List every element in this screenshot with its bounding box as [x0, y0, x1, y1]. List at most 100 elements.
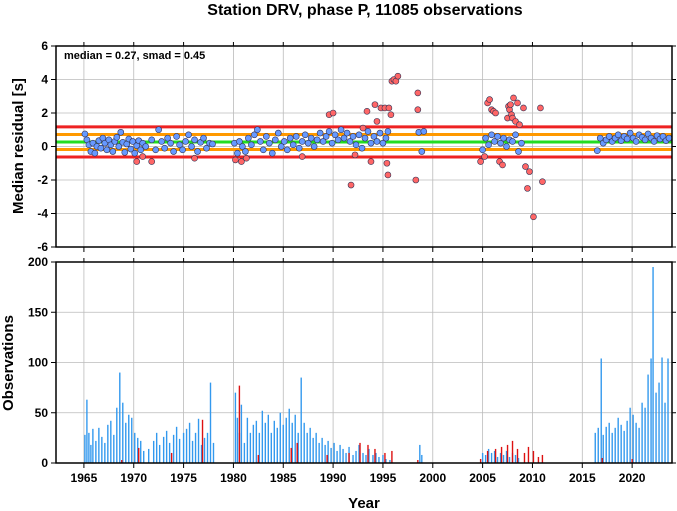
residual-point [113, 133, 121, 141]
residual-point [234, 149, 241, 157]
residual-point [373, 138, 381, 145]
residual-axis-ticks: -6 -4 -2 0 2 4 6 [37, 39, 676, 254]
y-tick-label: 150 [28, 305, 48, 319]
outlier-point [522, 163, 529, 170]
outlier-point [191, 154, 198, 162]
residual-reference-lines [56, 125, 672, 159]
x-tick-label: 1990 [320, 471, 347, 485]
outlier-point [481, 153, 488, 160]
residual-points [81, 72, 673, 221]
outlier-point [351, 151, 359, 159]
observations-y-axis-label: Observations [0, 315, 17, 411]
residual-point [497, 139, 504, 147]
residual-point [148, 136, 155, 144]
x-axis-label: Year [348, 495, 380, 511]
outlier-point [510, 94, 517, 102]
residual-point [97, 144, 105, 152]
residual-point [155, 126, 162, 134]
residual-point [236, 138, 243, 145]
residual-point [286, 134, 294, 142]
residual-point [158, 138, 165, 145]
residual-point [518, 139, 525, 147]
residual-point [364, 128, 372, 135]
outlier-point [371, 101, 379, 108]
outlier-point [367, 158, 375, 165]
residual-point [260, 146, 267, 154]
residual-point [614, 131, 622, 139]
y-tick-label: -2 [37, 173, 48, 187]
residual-point [142, 143, 150, 150]
residual-point [343, 129, 351, 137]
residual-point [115, 143, 123, 150]
residual-point [382, 134, 390, 142]
residual-point [91, 149, 99, 157]
outlier-point [373, 118, 381, 125]
residual-point [593, 147, 601, 154]
residual-point [167, 139, 174, 147]
outlier-point [492, 109, 499, 117]
residual-point [185, 131, 192, 139]
residual-point [263, 133, 270, 140]
residual-point [179, 146, 186, 154]
outlier-point [383, 159, 391, 167]
residual-y-axis-label: Median residual [s] [10, 78, 27, 214]
residual-point [209, 140, 216, 148]
residual-point [482, 134, 489, 142]
residual-point [509, 138, 516, 145]
residual-point [420, 128, 428, 135]
residual-point [242, 148, 249, 155]
residual-point [239, 143, 246, 150]
residual-point [164, 134, 171, 142]
outlier-point [526, 168, 533, 175]
outlier-point [243, 154, 250, 162]
residual-point [301, 131, 309, 139]
residual-point [194, 148, 201, 155]
outlier-point [537, 104, 544, 112]
residual-point [328, 139, 336, 147]
residual-point [152, 146, 159, 154]
residual-point [298, 138, 306, 145]
residual-point [623, 135, 631, 143]
x-tick-label: 1965 [71, 471, 98, 485]
residual-point [203, 144, 210, 152]
y-tick-label: 100 [28, 356, 48, 370]
residual-point [191, 136, 198, 144]
outlier-point [384, 171, 392, 179]
residual-point [292, 133, 300, 140]
outlier-point [524, 185, 531, 192]
y-tick-label: 200 [28, 255, 48, 269]
residual-point [479, 146, 486, 154]
residual-point [491, 138, 498, 145]
residual-point [274, 129, 282, 137]
residual-point [304, 139, 312, 147]
outlier-point [539, 178, 546, 185]
x-tick-label: 2020 [619, 471, 646, 485]
outlier-point [486, 96, 493, 103]
outlier-point [499, 161, 506, 169]
residual-point [316, 129, 324, 137]
residual-point [334, 136, 342, 144]
observations-bars [84, 267, 669, 463]
outlier-point [414, 89, 422, 97]
outlier-point [516, 121, 523, 129]
y-tick-label: 0 [41, 140, 48, 154]
x-tick-label: 1995 [370, 471, 397, 485]
residual-point [340, 134, 348, 142]
y-tick-label: -4 [37, 207, 48, 221]
residual-point [121, 149, 129, 156]
outlier-point [412, 176, 420, 184]
outlier-point [530, 213, 537, 221]
outlier-point [329, 109, 337, 117]
residual-point [271, 136, 279, 144]
residual-point [103, 146, 111, 154]
residual-point [170, 148, 177, 155]
residual-point [109, 148, 117, 155]
y-tick-label: 6 [41, 39, 48, 53]
outlier-point [298, 153, 306, 160]
residual-point [182, 138, 189, 145]
x-tick-label: 2010 [519, 471, 546, 485]
x-tick-label: 2000 [419, 471, 446, 485]
residual-point [605, 133, 613, 140]
residual-point [346, 138, 354, 145]
